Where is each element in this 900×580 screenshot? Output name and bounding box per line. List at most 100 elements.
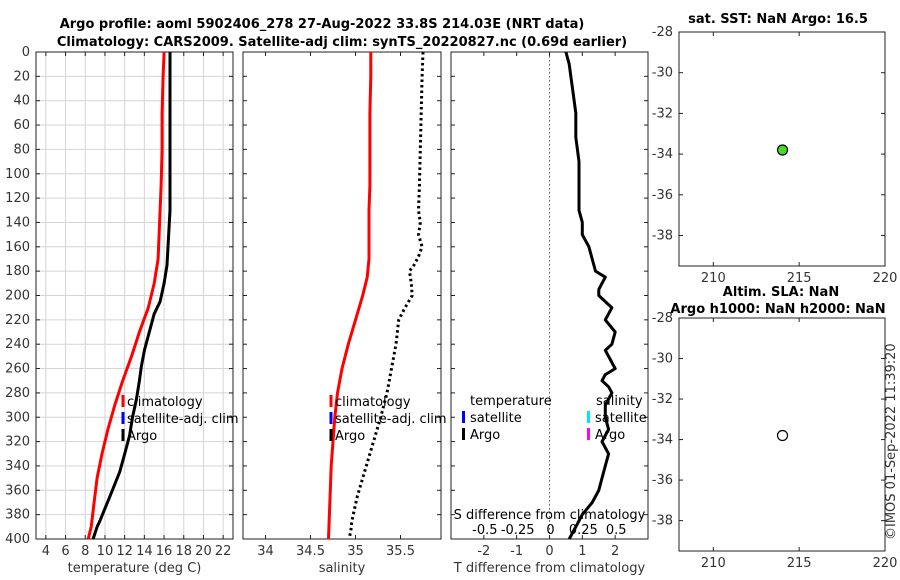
y-tick-label: 200 (5, 289, 30, 304)
x-axis-label: T difference from climatology (453, 561, 646, 576)
y-tick-label: 140 (5, 215, 30, 230)
y-tick-label: 320 (5, 435, 30, 450)
legend-label: satellite (470, 411, 522, 426)
y-tick-label: 40 (13, 94, 30, 109)
y-tick-label: 120 (5, 191, 30, 206)
x-tick-label: 220 (873, 271, 898, 286)
figure-title-line1: Argo profile: aoml 5902406_278 27-Aug-20… (60, 17, 585, 32)
panel-difference: -2 -1 0 1 2 T difference from climatology temp… (450, 51, 649, 576)
y-tick-label: 300 (5, 410, 30, 425)
map-title-line1: Altim. SLA: NaN (723, 285, 839, 300)
y-tick-label: -28 (652, 311, 673, 326)
y-tick-label: -34 (652, 147, 673, 162)
legend-marker (121, 412, 125, 424)
legend-marker (329, 429, 333, 441)
map-frame (678, 317, 886, 552)
profile-location-marker (776, 429, 789, 442)
top-tick-label: 0 (546, 523, 554, 538)
x-tick-label: 210 (701, 271, 726, 286)
series-climatology (86, 51, 166, 540)
y-tick-label: 400 (5, 532, 30, 547)
x-tick-label: 18 (175, 544, 192, 559)
legend-label: satellite (595, 411, 647, 426)
x-tick-label: -2 (477, 544, 490, 559)
y-tick-label: 240 (5, 337, 30, 352)
y-tick-label: 280 (5, 386, 30, 401)
legend-marker (121, 429, 125, 441)
legend-title-salinity: salinity (596, 394, 643, 409)
y-tick-label: 180 (5, 264, 30, 279)
legend-marker (587, 428, 590, 440)
top-tick-label: -0.5 (472, 523, 497, 538)
series-argo (91, 52, 172, 540)
series-climatology (327, 52, 373, 540)
y-tick-label: -36 (652, 188, 673, 203)
map-title-line2: Argo h1000: NaN h2000: NaN (670, 302, 885, 317)
x-tick-label: 8 (81, 544, 89, 559)
top-axis-label: S difference from climatology (454, 508, 646, 523)
y-tick-label: 360 (5, 483, 30, 498)
y-tick-label: -30 (652, 66, 673, 81)
legend-title-temperature: temperature (470, 394, 552, 409)
x-tick-label: 1 (578, 544, 586, 559)
x-tick-label: 34.5 (296, 544, 325, 559)
y-tick-label: -36 (652, 473, 673, 488)
x-axis-label: temperature (deg C) (68, 561, 202, 576)
x-tick-label: 10 (97, 544, 114, 559)
legend-marker (329, 395, 333, 407)
legend-label: satellite-adj. clim (127, 412, 239, 427)
legend-marker (587, 411, 590, 423)
y-tick-label: 80 (13, 142, 30, 157)
x-tick-label: 16 (156, 544, 173, 559)
y-tick-label: -32 (652, 106, 673, 121)
figure-title-line2: Climatology: CARS2009. Satellite-adj cli… (57, 35, 627, 50)
x-tick-label: 0 (545, 544, 553, 559)
legend-label: Argo (470, 428, 500, 443)
y-tick-label: 260 (5, 362, 30, 377)
imos-timestamp: ©IMOS 01-Sep-2022 11:39:20 (884, 343, 899, 540)
x-tick-label: 35.5 (386, 544, 415, 559)
y-tick-label: 160 (5, 240, 30, 255)
y-tick-label: 220 (5, 313, 30, 328)
y-tick-label: 380 (5, 508, 30, 523)
panel-sla_map: 210 215 220 -28 -30 -32 -34 -36 -38 Altim. SLA: N… (652, 285, 898, 571)
x-tick-label: 4 (42, 544, 50, 559)
x-axis-label: salinity (319, 561, 366, 576)
y-tick-label: -38 (652, 228, 673, 243)
x-tick-label: 35 (347, 544, 364, 559)
x-tick-label: 22 (215, 544, 232, 559)
y-tick-label: -32 (652, 392, 673, 407)
y-tick-label: -28 (652, 25, 673, 40)
legend-label: satellite-adj. clim (335, 412, 447, 427)
y-tick-label: -34 (652, 433, 673, 448)
y-tick-label: 20 (13, 69, 30, 84)
panel-salinity: 34 34.5 35 35.5 salinity climatology satellite… (242, 51, 447, 576)
x-tick-label: 12 (116, 544, 133, 559)
x-tick-label: 215 (787, 556, 812, 571)
x-tick-label: 2 (611, 544, 619, 559)
y-tick-label: -30 (652, 352, 673, 367)
legend-label: Argo (595, 428, 625, 443)
panel-sst_map: 210 215 220 -28 -30 -32 -34 -36 -38 sat. SST: NaN… (652, 12, 898, 286)
x-tick-label: 14 (136, 544, 153, 559)
map-title: sat. SST: NaN Argo: 16.5 (688, 12, 868, 27)
x-tick-label: 6 (61, 544, 69, 559)
series-argo (347, 51, 425, 540)
legend-label: Argo (335, 429, 365, 444)
profile-location-marker (776, 144, 789, 156)
y-tick-label: 100 (5, 167, 30, 182)
x-tick-label: -1 (510, 544, 523, 559)
y-tick-label: -38 (652, 514, 673, 529)
legend-marker (462, 428, 465, 440)
y-tick-label: 0 (22, 45, 30, 60)
x-tick-label: 210 (701, 556, 726, 571)
legend-marker (462, 411, 465, 423)
map-frame (678, 31, 886, 267)
y-tick-label: 60 (13, 118, 30, 133)
top-tick-label: -0.25 (501, 523, 535, 538)
x-tick-label: 34 (257, 544, 274, 559)
x-tick-label: 220 (873, 556, 898, 571)
legend-label: climatology (335, 395, 411, 410)
